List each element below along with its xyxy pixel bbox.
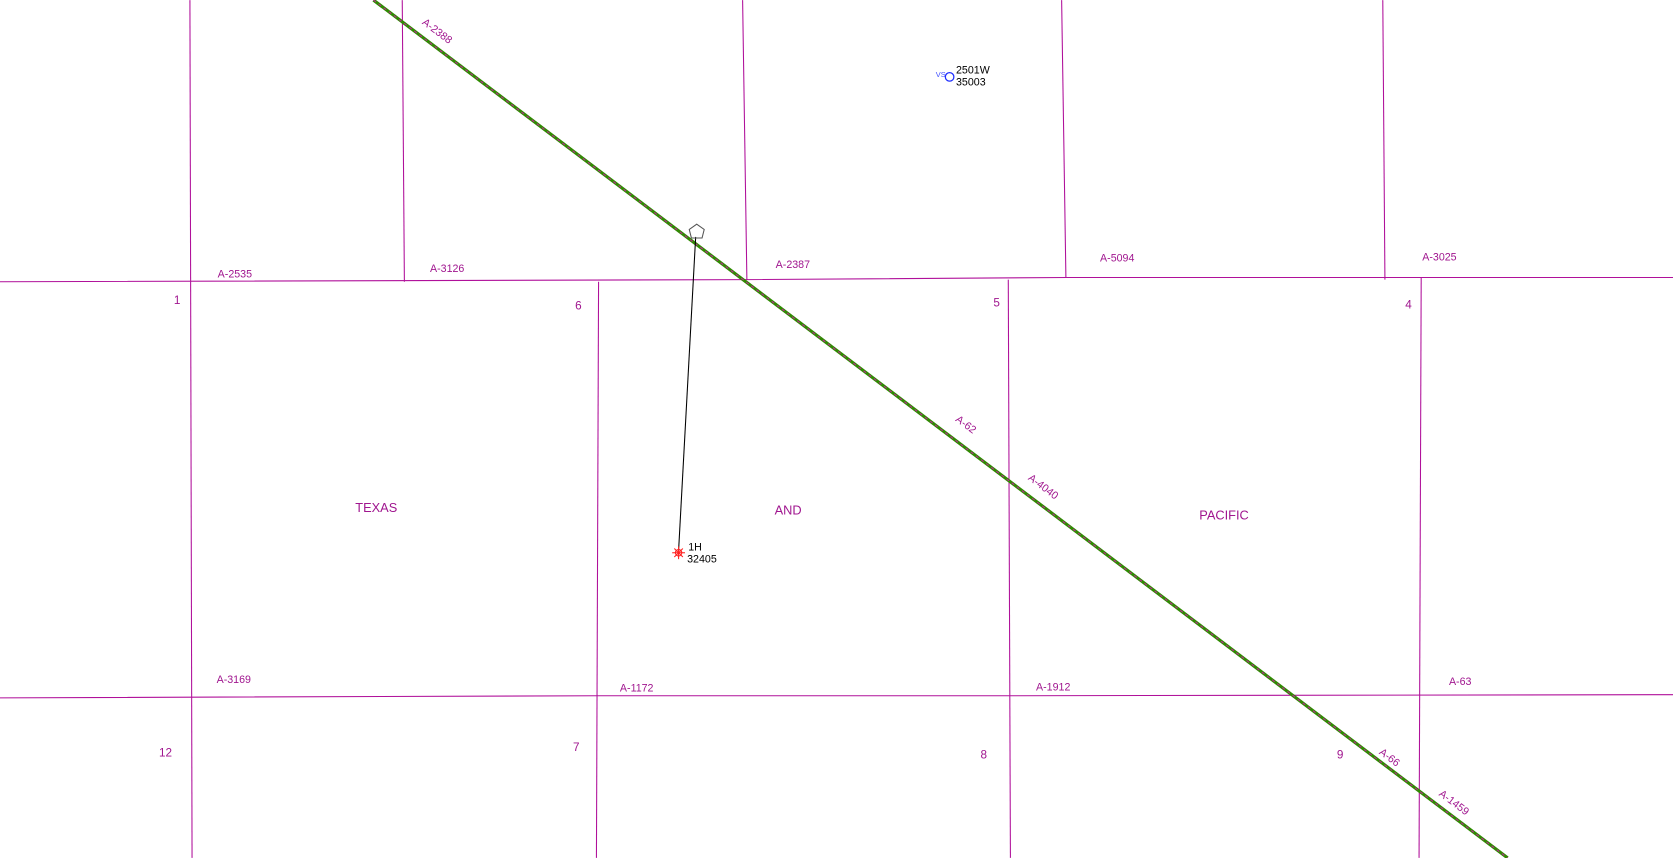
abstract-label: A-5094 [1100, 252, 1134, 264]
section-line [742, 0, 748, 280]
abstract-label: A-62 [953, 413, 978, 436]
abstract-label: A-1912 [1036, 681, 1070, 693]
section-line [1418, 277, 1422, 858]
wellbore-path [678, 223, 705, 551]
railroad [372, 0, 1509, 858]
well-2501W[interactable]: VS 2501W 35003 [936, 65, 991, 89]
abstract-label: A-3126 [430, 263, 464, 275]
well-number: 32405 [687, 553, 717, 565]
well-circle-icon[interactable] [944, 71, 955, 82]
abstract-label: A-2535 [218, 268, 252, 280]
abstract-label: A-66 [1377, 746, 1402, 769]
section-number: 12 [159, 747, 172, 760]
section-number: 8 [981, 749, 988, 762]
well-name: 2501W [956, 65, 991, 77]
well-number: 35003 [956, 76, 986, 88]
well-star-icon[interactable] [672, 546, 685, 560]
abstract-label: A-3169 [217, 674, 251, 686]
well-name: 1H [688, 542, 702, 554]
well-symbol-label: VS [936, 70, 946, 79]
section-line [189, 0, 193, 858]
abstract-label: A-1172 [620, 682, 654, 694]
section-line [595, 281, 600, 858]
abstract-label: A-63 [1449, 676, 1472, 688]
abstract-label: A-1459 [1436, 788, 1471, 818]
section-line [1382, 0, 1386, 280]
section-number: 9 [1337, 749, 1344, 762]
well-1H[interactable]: 1H 32405 [672, 542, 717, 566]
surface-location-pentagon-icon[interactable] [688, 223, 705, 239]
section-line [0, 694, 1673, 699]
abstract-label: A-2387 [776, 259, 810, 271]
section-line [1007, 279, 1011, 858]
abstract-label: A-3025 [1422, 251, 1456, 263]
survey-name-label: TEXAS [355, 500, 397, 515]
section-line [1061, 0, 1067, 278]
section-number: 4 [1405, 298, 1412, 311]
abstract-label: A-2388 [420, 16, 455, 46]
section-line [401, 0, 405, 282]
section-line [0, 276, 1673, 283]
section-number: 6 [575, 300, 582, 313]
section-number: 7 [573, 741, 580, 754]
section-number: 1 [174, 294, 181, 307]
section-number: 5 [993, 296, 1000, 309]
survey-name-label: PACIFIC [1199, 508, 1249, 523]
survey-name-label: AND [775, 502, 802, 517]
